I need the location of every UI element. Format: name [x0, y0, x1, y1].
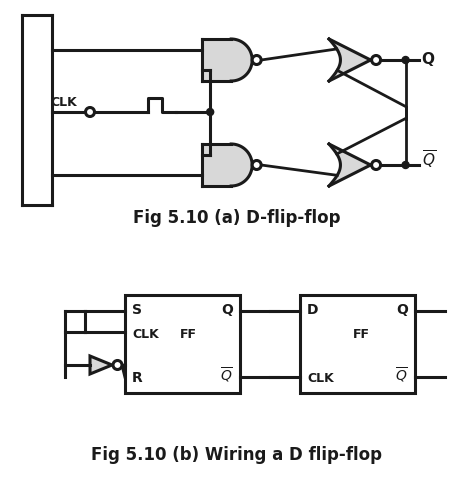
- Text: $\overline{Q}$: $\overline{Q}$: [395, 366, 408, 385]
- Text: FF: FF: [353, 327, 370, 341]
- Circle shape: [402, 57, 409, 64]
- Text: $\overline{Q}$: $\overline{Q}$: [220, 366, 233, 385]
- Circle shape: [113, 360, 122, 369]
- Circle shape: [207, 108, 214, 115]
- Text: Q: Q: [421, 51, 435, 67]
- Polygon shape: [329, 39, 371, 81]
- Text: Fig 5.10 (a) D-flip-flop: Fig 5.10 (a) D-flip-flop: [133, 209, 341, 227]
- Text: S: S: [132, 303, 142, 317]
- Text: CLK: CLK: [307, 372, 334, 385]
- Circle shape: [252, 161, 261, 170]
- Text: Fig 5.10 (b) Wiring a D flip-flop: Fig 5.10 (b) Wiring a D flip-flop: [91, 446, 383, 464]
- Polygon shape: [202, 39, 252, 81]
- Polygon shape: [90, 356, 112, 374]
- Circle shape: [85, 107, 94, 116]
- Circle shape: [372, 161, 381, 170]
- Text: R: R: [132, 371, 143, 385]
- Text: CLK: CLK: [132, 327, 159, 341]
- Circle shape: [372, 56, 381, 65]
- Circle shape: [252, 56, 261, 65]
- Polygon shape: [329, 144, 371, 186]
- Text: Q: Q: [396, 303, 408, 317]
- Text: D: D: [307, 303, 319, 317]
- Text: $\overline{Q}$: $\overline{Q}$: [421, 149, 436, 171]
- Text: FF: FF: [180, 327, 197, 341]
- Circle shape: [402, 162, 409, 169]
- Polygon shape: [202, 144, 252, 186]
- Text: Q: Q: [221, 303, 233, 317]
- Bar: [125, 295, 240, 393]
- Text: CLK: CLK: [50, 96, 77, 109]
- Bar: [300, 295, 415, 393]
